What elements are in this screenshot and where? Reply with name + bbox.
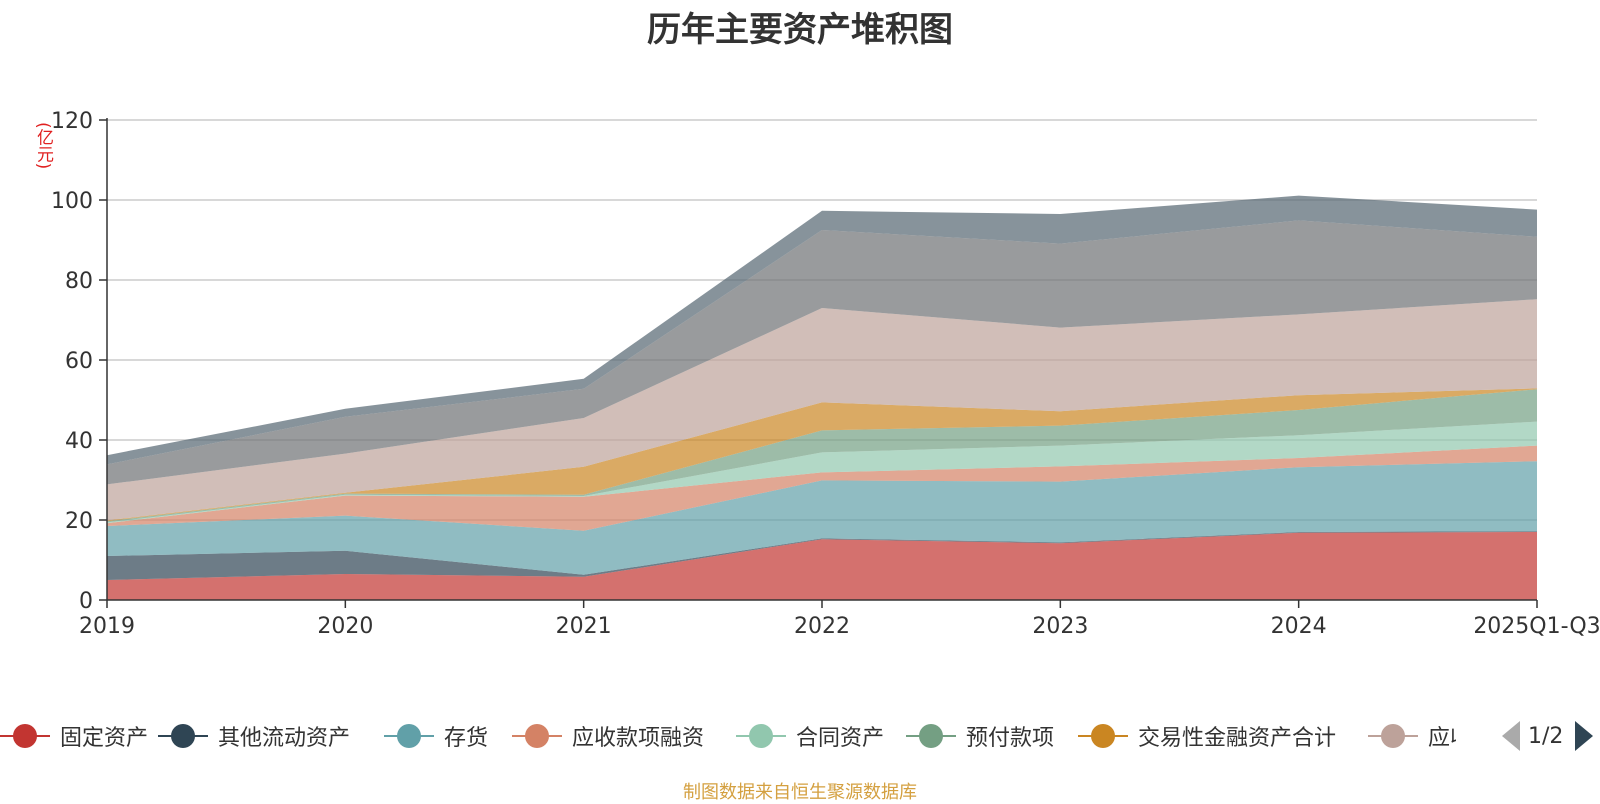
legend-item[interactable]: 合同资产 — [736, 712, 884, 760]
area-series-0[interactable] — [107, 532, 1537, 600]
chart-plot: 0 20 40 60 80 100 120 2019 2020 2021 2022 2023 2024 2… — [51, 109, 1600, 639]
legend-label: 其他流动资产 — [218, 726, 351, 751]
area-series-2[interactable] — [107, 461, 1537, 575]
x-tick-label: 2022 — [794, 614, 850, 639]
legend-marker-icon — [512, 724, 562, 748]
y-tick-label: 100 — [51, 189, 93, 214]
legend-page-indicator: 1/2 — [1528, 723, 1564, 749]
y-tick-label: 60 — [65, 349, 93, 374]
y-tick-label: 120 — [51, 109, 93, 134]
legend-label: 预付款项 — [966, 726, 1055, 751]
y-tick-label: 80 — [65, 269, 93, 294]
legend-marker-icon — [384, 724, 434, 748]
area-series-3[interactable] — [107, 445, 1537, 531]
legend-pager: 1/2 — [1502, 712, 1594, 760]
legend-label: 存货 — [444, 726, 489, 751]
legend-marker-icon — [906, 724, 956, 748]
legend: 固定资产其他流动资产存货应收款项融资合同资产预付款项交易性金融资产合计应收账款货… — [0, 712, 1600, 760]
legend-item[interactable]: 预付款项 — [906, 712, 1054, 760]
legend-next-page-icon[interactable] — [1575, 721, 1594, 751]
legend-label: 应收款项融资 — [572, 726, 705, 751]
legend-marker-icon — [0, 724, 50, 748]
area-series-6[interactable] — [107, 388, 1537, 522]
y-axis-unit-label: (亿元) — [33, 122, 53, 170]
y-tick-label: 40 — [65, 429, 93, 454]
x-tick-label: 2025Q1-Q3 — [1473, 614, 1600, 639]
legend-item[interactable]: 固定资产 — [0, 712, 148, 760]
area-series-1[interactable] — [107, 531, 1537, 580]
legend-item[interactable]: 交易性金融资产合计 — [1078, 712, 1336, 760]
legend-item[interactable]: 存货 — [384, 712, 488, 760]
legend-label: 合同资产 — [796, 726, 885, 751]
area-series-9[interactable] — [107, 195, 1537, 465]
legend-marker-icon — [1078, 724, 1128, 748]
y-tick-label: 20 — [65, 509, 93, 534]
legend-marker-icon — [736, 724, 786, 748]
legend-marker-icon — [158, 724, 208, 748]
area-series-4[interactable] — [107, 421, 1537, 524]
area-series-8[interactable] — [107, 220, 1537, 485]
data-source-note: 制图数据来自恒生聚源数据库 — [683, 782, 917, 803]
legend-marker-icon — [1368, 724, 1418, 748]
legend-item[interactable]: 应收款项融资 — [512, 712, 704, 760]
chart-title: 历年主要资产堆积图 — [647, 10, 953, 50]
x-tick-label: 2020 — [317, 614, 373, 639]
area-series-5[interactable] — [107, 389, 1537, 523]
y-tick-label: 0 — [79, 589, 93, 614]
area-series-7[interactable] — [107, 299, 1537, 521]
x-tick-label: 2024 — [1271, 614, 1327, 639]
x-tick-label: 2023 — [1032, 614, 1088, 639]
x-tick-label: 2021 — [556, 614, 612, 639]
x-tick-label: 2019 — [79, 614, 135, 639]
legend-item[interactable]: 应收账款 — [1368, 712, 1456, 760]
legend-label: 应收账款 — [1428, 726, 1456, 751]
legend-label: 固定资产 — [60, 726, 149, 751]
legend-item[interactable]: 其他流动资产 — [158, 712, 350, 760]
legend-label: 交易性金融资产合计 — [1138, 726, 1337, 751]
legend-prev-page-icon[interactable] — [1502, 721, 1520, 751]
